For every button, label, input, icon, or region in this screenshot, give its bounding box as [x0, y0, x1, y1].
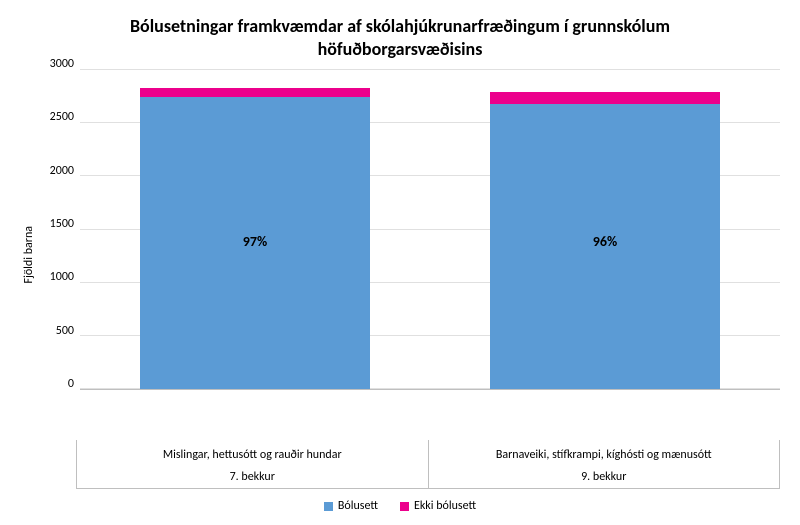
bar-segment-not-vaccinated: [490, 92, 720, 104]
legend-item: Ekki bólusett: [400, 499, 476, 513]
legend-label: Bólusett: [338, 499, 378, 513]
x-axis: Mislingar, hettusótt og rauðir hundar 7. …: [76, 440, 780, 489]
x-category-label-line1: Mislingar, hettusótt og rauðir hundar: [83, 448, 422, 462]
legend-swatch: [400, 502, 409, 511]
y-axis-column: 300025002000150010005000: [38, 70, 80, 440]
bar-segment-not-vaccinated: [140, 88, 370, 97]
bar-percent-label: 96%: [593, 233, 617, 250]
x-axis-cell: Mislingar, hettusótt og rauðir hundar 7. …: [76, 440, 429, 489]
bar-percent-label: 97%: [243, 233, 267, 250]
x-category-label-line2: 9. bekkur: [435, 470, 774, 484]
plot-area: 97% 96%: [80, 70, 780, 390]
y-axis: 300025002000150010005000: [38, 70, 80, 390]
y-axis-label: Fjöldi barna: [20, 226, 38, 284]
plot-wrap: Fjöldi barna 300025002000150010005000 97…: [20, 70, 780, 440]
chart-title: Bólusetningar framkvæmdar af skólahjúkru…: [20, 15, 780, 70]
chart-container: Bólusetningar framkvæmdar af skólahjúkru…: [0, 0, 800, 525]
x-axis-cell: Barnaveiki, stífkrampi, kíghósti og mænu…: [429, 440, 781, 489]
stacked-bar: 96%: [490, 92, 720, 389]
legend-label: Ekki bólusett: [414, 499, 476, 513]
legend-swatch: [324, 502, 333, 511]
x-category-label-line2: 7. bekkur: [83, 470, 422, 484]
bars-row: 97% 96%: [80, 70, 780, 389]
x-category-label-line1: Barnaveiki, stífkrampi, kíghósti og mænu…: [435, 448, 774, 462]
stacked-bar: 97%: [140, 88, 370, 389]
category-cell: 97%: [80, 70, 430, 389]
legend-item: Bólusett: [324, 499, 378, 513]
category-cell: 96%: [430, 70, 780, 389]
legend: Bólusett Ekki bólusett: [20, 489, 780, 513]
